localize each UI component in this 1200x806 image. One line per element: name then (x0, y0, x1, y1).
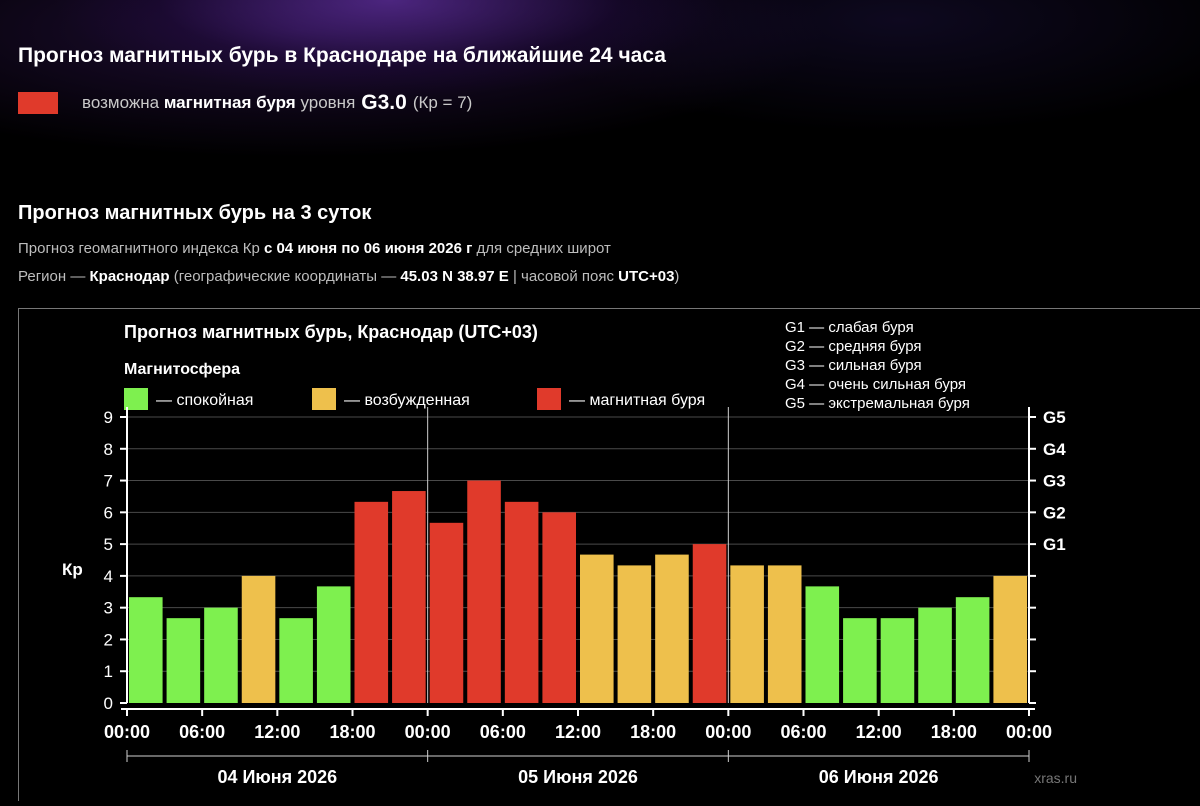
bar-1 (166, 618, 201, 703)
chart-container: Прогноз магнитных бурь, Краснодар (UTC+0… (18, 308, 1200, 801)
y-tick-label-1: 1 (104, 662, 113, 681)
bar-10 (504, 501, 539, 703)
current-forecast: возможна магнитная буря уровня G3.0 (Кр … (18, 90, 472, 116)
legend-label-calm: — спокойная (156, 392, 253, 409)
bar-0 (129, 597, 163, 703)
bar-17 (767, 565, 802, 703)
y-tick-label-9: 9 (104, 408, 113, 427)
g-level-label-4: G5 (1043, 408, 1066, 427)
bar-16 (730, 565, 764, 703)
kp-bar-chart: Прогноз магнитных бурь, Краснодар (UTC+0… (62, 319, 1077, 787)
current-kp: (Кр = 7) (412, 93, 473, 112)
x-tick-label-12: 00:00 (1006, 722, 1052, 742)
bar-3 (241, 575, 276, 703)
x-tick-label-2: 12:00 (254, 722, 300, 742)
region-name: Краснодар (89, 268, 170, 285)
current-prefix: возможна (82, 93, 160, 112)
legend-swatch-storm (537, 388, 561, 410)
region-text: Регион — (18, 268, 90, 285)
g-legend-5: G5 — экстремальная буря (785, 395, 970, 412)
g-level-label-0: G1 (1043, 535, 1066, 554)
bar-20 (880, 618, 915, 703)
g-legend-1: G1 — слабая буря (785, 319, 914, 336)
x-tick-label-0: 00:00 (104, 722, 150, 742)
bar-11 (542, 512, 576, 703)
bar-22 (955, 597, 990, 703)
bar-14 (655, 554, 689, 703)
forecast-period-line: Прогноз геомагнитного индекса Кр с 04 ию… (18, 240, 611, 257)
legend-swatch-calm (124, 388, 148, 410)
legend-label-active: — возбужденная (344, 392, 470, 409)
day-label-2: 06 Июня 2026 (819, 767, 939, 787)
y-tick-label-6: 6 (104, 503, 113, 522)
bar-18 (805, 586, 840, 703)
bar-2 (204, 607, 238, 703)
bar-23 (993, 575, 1027, 703)
tz-text: | часовой пояс (508, 268, 619, 285)
chart-title: Прогноз магнитных бурь, Краснодар (UTC+0… (124, 322, 538, 342)
g-level-label-3: G4 (1043, 440, 1066, 459)
period-dates: с 04 июня по 06 июня 2026 г (263, 240, 473, 257)
bar-8 (429, 522, 464, 703)
current-level-swatch (18, 92, 58, 114)
g-level-label-2: G3 (1043, 472, 1066, 491)
section-title: Прогноз магнитных бурь на 3 суток (18, 202, 372, 224)
tz-value: UTC+03 (618, 268, 675, 285)
day-label-1: 05 Июня 2026 (518, 767, 638, 787)
y-tick-label-7: 7 (104, 472, 113, 491)
period-suffix: для средних широт (472, 240, 611, 257)
g-level-label-1: G2 (1043, 503, 1066, 522)
legend-label-storm: — магнитная буря (569, 392, 705, 409)
g-legend-2: G2 — средняя буря (785, 338, 922, 355)
watermark: xras.ru (1034, 770, 1077, 786)
y-axis-label: Кр (62, 560, 83, 579)
x-tick-label-4: 00:00 (405, 722, 451, 742)
current-level: G3.0 (361, 91, 407, 114)
bar-9 (467, 480, 501, 703)
y-tick-label-2: 2 (104, 630, 113, 649)
region-close: ) (674, 268, 680, 285)
coords-value: 45.03 N 38.97 E (400, 268, 509, 285)
x-tick-label-6: 12:00 (555, 722, 601, 742)
g-legend-4: G4 — очень сильная буря (785, 376, 966, 393)
bar-12 (580, 554, 614, 703)
bar-13 (617, 565, 652, 703)
day-label-0: 04 Июня 2026 (217, 767, 337, 787)
y-tick-label-8: 8 (104, 440, 113, 459)
bar-15 (692, 544, 727, 703)
region-line: Регион — Краснодар (географические коорд… (18, 268, 679, 285)
bar-19 (843, 618, 877, 703)
x-tick-label-3: 18:00 (329, 722, 375, 742)
x-tick-label-7: 18:00 (630, 722, 676, 742)
bar-7 (392, 491, 426, 703)
x-tick-label-8: 00:00 (705, 722, 751, 742)
y-tick-label-4: 4 (104, 567, 113, 586)
x-tick-label-5: 06:00 (480, 722, 526, 742)
x-tick-label-10: 12:00 (856, 722, 902, 742)
legend-title: Магнитосфера (124, 361, 240, 378)
bar-5 (316, 586, 351, 703)
bar-6 (354, 501, 389, 703)
legend-swatch-active (312, 388, 336, 410)
current-type: магнитная буря (163, 93, 296, 112)
x-tick-label-1: 06:00 (179, 722, 225, 742)
y-tick-label-5: 5 (104, 535, 113, 554)
bar-21 (918, 607, 952, 703)
x-tick-label-11: 18:00 (931, 722, 977, 742)
period-text: Прогноз геомагнитного индекса Кр (18, 240, 264, 257)
y-tick-label-0: 0 (104, 694, 113, 713)
coords-text: (географические координаты — (169, 268, 401, 285)
current-level-word: уровня (300, 93, 356, 112)
page-title: Прогноз магнитных бурь в Краснодаре на б… (18, 44, 666, 67)
x-tick-label-9: 06:00 (780, 722, 826, 742)
g-legend-3: G3 — сильная буря (785, 357, 922, 374)
y-tick-label-3: 3 (104, 599, 113, 618)
bar-4 (279, 618, 313, 703)
